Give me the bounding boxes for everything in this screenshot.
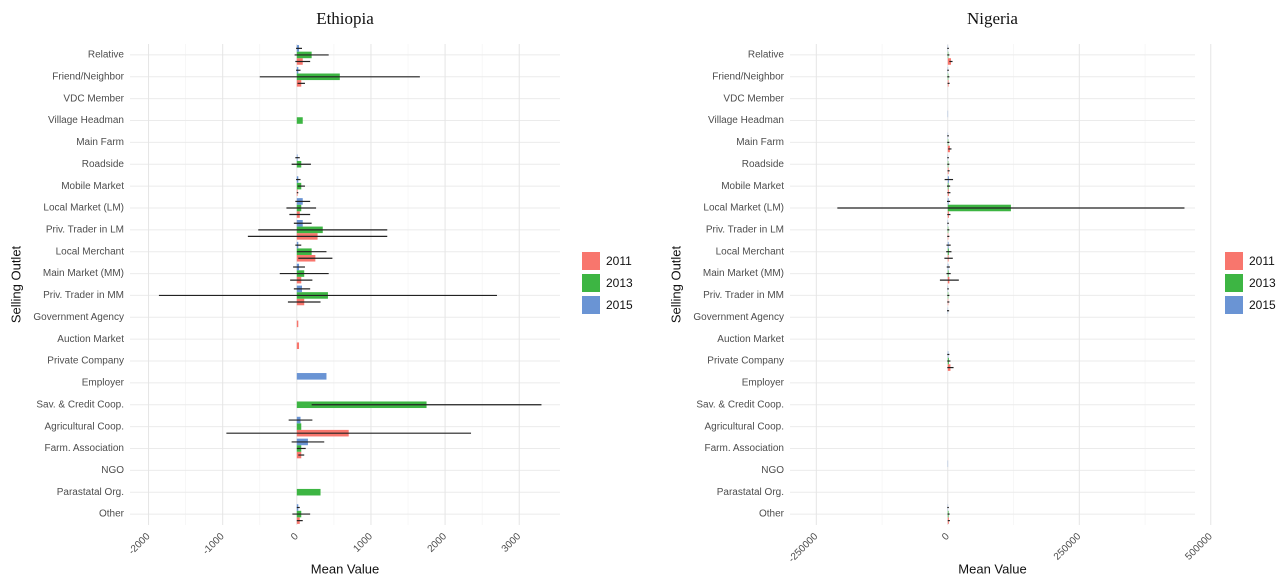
y-tick-label: Local Market (LM) (703, 203, 784, 214)
legend-label: 2011 (606, 254, 632, 268)
y-tick-label: Other (759, 509, 785, 520)
panel-title: Nigeria (967, 9, 1018, 28)
x-tick-label: 0 (940, 531, 952, 543)
y-tick-label: Relative (748, 50, 785, 61)
x-tick-label: -1000 (201, 531, 227, 557)
y-tick-label: Mobile Market (61, 181, 124, 192)
y-tick-label: Main Farm (76, 137, 124, 148)
bar (296, 373, 327, 380)
x-tick-label: 2000 (426, 531, 450, 555)
y-tick-label: NGO (101, 465, 124, 476)
legend-label: 2011 (1249, 254, 1275, 268)
y-tick-label: Sav. & Credit Coop. (696, 399, 784, 410)
legend-swatch (582, 296, 600, 314)
y-tick-label: Priv. Trader in LM (706, 224, 784, 235)
y-tick-label: Auction Market (57, 334, 124, 345)
y-tick-label: Local Market (LM) (43, 203, 124, 214)
y-tick-label: Auction Market (717, 334, 784, 345)
x-tick-label: -250000 (787, 531, 821, 565)
y-tick-label: Other (99, 509, 125, 520)
legend-label: 2013 (606, 276, 633, 290)
y-tick-label: Friend/Neighbor (52, 71, 124, 82)
y-axis-title: Selling Outlet (8, 245, 23, 323)
y-tick-label: Main Market (MM) (43, 268, 124, 279)
x-tick-label: 0 (289, 531, 301, 543)
y-tick-label: Farm. Association (705, 443, 784, 454)
y-tick-label: Priv. Trader in MM (703, 290, 784, 301)
y-tick-label: Farm. Association (45, 443, 124, 454)
legend-label: 2015 (606, 298, 633, 312)
y-tick-label: Friend/Neighbor (712, 71, 784, 82)
y-tick-label: Agricultural Coop. (45, 421, 124, 432)
bar (296, 488, 321, 496)
legend-label: 2015 (1249, 298, 1276, 312)
y-tick-label: VDC Member (63, 93, 124, 104)
y-tick-label: Sav. & Credit Coop. (36, 399, 124, 410)
y-tick-label: Village Headman (708, 115, 784, 126)
y-tick-label: Government Agency (33, 312, 124, 323)
y-tick-label: Roadside (82, 159, 125, 170)
y-tick-label: Parastatal Org. (57, 487, 124, 498)
panel-title: Ethiopia (316, 9, 374, 28)
y-tick-label: Employer (742, 378, 785, 389)
y-tick-label: Main Farm (736, 137, 784, 148)
y-tick-label: Employer (82, 378, 125, 389)
y-tick-label: Mobile Market (721, 181, 784, 192)
x-tick-label: -2000 (127, 531, 153, 557)
x-tick-label: 3000 (500, 531, 524, 555)
legend-swatch (1225, 274, 1243, 292)
y-tick-label: Roadside (742, 159, 785, 170)
legend-swatch (1225, 252, 1243, 270)
x-tick-label: 1000 (351, 531, 375, 555)
x-axis-title: Mean Value (958, 561, 1026, 576)
bar (296, 423, 302, 430)
legend-label: 2013 (1249, 276, 1276, 290)
legend-swatch (582, 252, 600, 270)
y-tick-label: Agricultural Coop. (705, 421, 784, 432)
y-tick-label: Main Market (MM) (703, 268, 784, 279)
y-tick-label: Private Company (47, 356, 124, 367)
y-tick-label: Priv. Trader in MM (43, 290, 124, 301)
bar (296, 342, 300, 349)
bar (296, 320, 299, 328)
x-tick-label: 500000 (1183, 531, 1215, 563)
y-tick-label: Relative (88, 50, 125, 61)
y-tick-label: Priv. Trader in LM (46, 224, 124, 235)
y-tick-label: Parastatal Org. (717, 487, 784, 498)
y-tick-label: Government Agency (693, 312, 784, 323)
y-tick-label: Local Merchant (716, 246, 785, 257)
x-axis-title: Mean Value (311, 561, 379, 576)
y-tick-label: Village Headman (48, 115, 124, 126)
y-tick-label: Local Merchant (56, 246, 125, 257)
legend-swatch (582, 274, 600, 292)
y-tick-label: VDC Member (723, 93, 784, 104)
bar (296, 117, 303, 124)
legend-swatch (1225, 296, 1243, 314)
y-axis-title: Selling Outlet (668, 245, 683, 323)
x-tick-label: 250000 (1052, 531, 1084, 563)
y-tick-label: NGO (761, 465, 784, 476)
y-tick-label: Private Company (707, 356, 784, 367)
